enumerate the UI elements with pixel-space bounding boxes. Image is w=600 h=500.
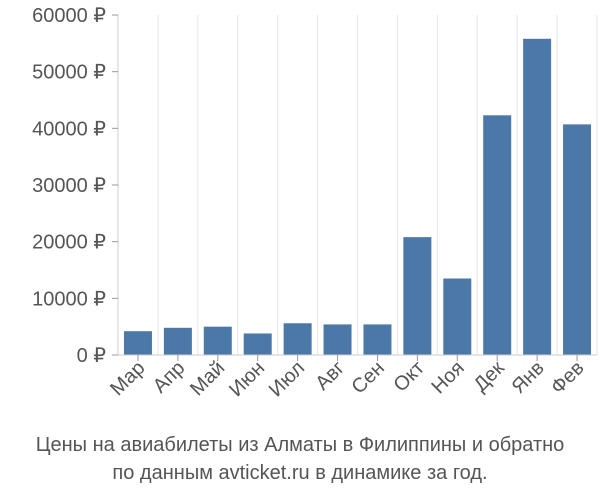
x-tick-label: Дек — [470, 357, 509, 396]
bar — [323, 324, 352, 355]
y-tick-label: 50000 ₽ — [32, 62, 106, 84]
y-tick-label: 0 ₽ — [77, 345, 107, 367]
x-tick-label: Сен — [348, 357, 389, 398]
bar — [203, 326, 232, 355]
x-tick-label: Фев — [547, 357, 589, 399]
y-tick-label: 20000 ₽ — [32, 232, 106, 254]
y-axis: 0 ₽ 10000 ₽ 20000 ₽ 30000 ₽ 40000 ₽ 50000 ₽ 60… — [32, 5, 119, 367]
bar — [123, 331, 152, 355]
y-tick-label: 10000 ₽ — [32, 288, 106, 310]
x-tick-label: Окт — [390, 357, 429, 396]
x-tick-label: Май — [186, 357, 229, 400]
x-tick-label: Янв — [508, 357, 549, 398]
bar — [243, 333, 272, 355]
y-tick-label: 60000 ₽ — [32, 5, 106, 27]
y-tick-label: 40000 ₽ — [32, 118, 106, 140]
x-tick-label: Мар — [106, 357, 149, 400]
bar — [363, 324, 392, 355]
x-tick-label: Авг — [311, 357, 349, 395]
bar — [403, 237, 432, 355]
bar — [483, 115, 512, 355]
chart-caption-line-2: по данным avticket.ru в динамике за год. — [112, 462, 488, 484]
bar — [563, 124, 592, 355]
bar — [163, 327, 192, 355]
y-tick-label: 30000 ₽ — [32, 175, 106, 197]
x-tick-label: Июл — [265, 357, 309, 401]
bar — [523, 38, 552, 356]
bar — [283, 323, 312, 355]
bars — [123, 38, 592, 356]
bar — [443, 278, 472, 355]
x-tick-label: Июн — [225, 357, 269, 401]
grid-lines — [117, 15, 598, 355]
x-tick-label: Ноя — [428, 357, 469, 398]
x-tick-label: Апр — [149, 357, 190, 398]
chart-caption-line-1: Цены на авиабилеты из Алматы в Филиппины… — [35, 434, 565, 456]
